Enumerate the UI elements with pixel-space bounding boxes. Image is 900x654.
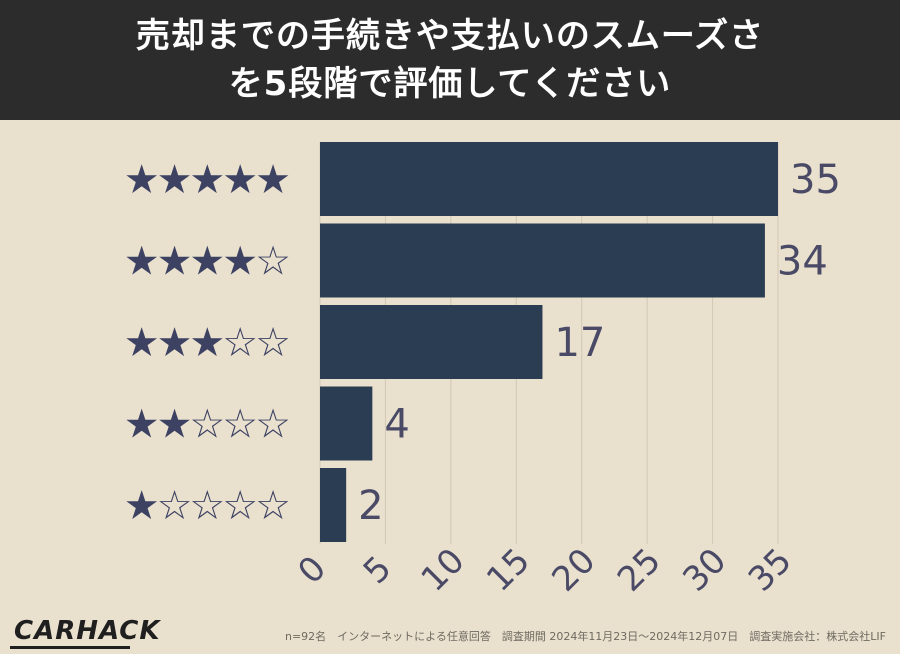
x-tick-label: 35 [741,541,800,600]
x-tick-label: 20 [544,541,603,600]
bar [320,386,373,461]
survey-footnote: n=92名 インターネットによる任意回答 調査期間 2024年11月23日〜20… [284,630,886,643]
title-banner: 売却までの手続きや支払いのスムーズさ を5段階で評価してください [0,0,900,120]
data-label: 34 [777,239,828,285]
bar [320,305,543,379]
x-tick-label: 15 [479,541,538,600]
chart-title-line-1: 売却までの手続きや支払いのスムーズさ [135,16,765,56]
bar [320,468,347,542]
chart-title-line-2: を5段階で評価してください [228,64,672,104]
bar [320,223,765,298]
logo-underline [10,646,130,649]
data-label: 2 [358,483,383,529]
category-label: ★★★☆☆ [124,320,289,366]
category-label: ★☆☆☆☆ [124,483,289,529]
x-tick-label: 0 [290,548,334,592]
footer: CARHACK n=92名 インターネットによる任意回答 調査期間 2024年1… [0,612,900,654]
category-label: ★★☆☆☆ [124,402,289,448]
data-label: 35 [790,157,841,203]
data-label: 17 [554,320,605,366]
bar [320,142,778,216]
x-tick-label: 10 [414,541,473,600]
x-tick-label: 5 [356,548,400,592]
data-label: 4 [384,402,409,448]
x-tick-label: 25 [610,541,669,600]
carhack-logo: CARHACK [14,616,161,646]
category-label: ★★★★★ [124,157,289,203]
bar-chart: ★★★★★ 35★★★★☆ 34★★★☆☆ 17★★☆☆☆ 4★☆☆☆☆ 20 5 10 15 2… [124,142,841,600]
category-label: ★★★★☆ [124,239,289,285]
x-tick-label: 30 [675,541,734,600]
